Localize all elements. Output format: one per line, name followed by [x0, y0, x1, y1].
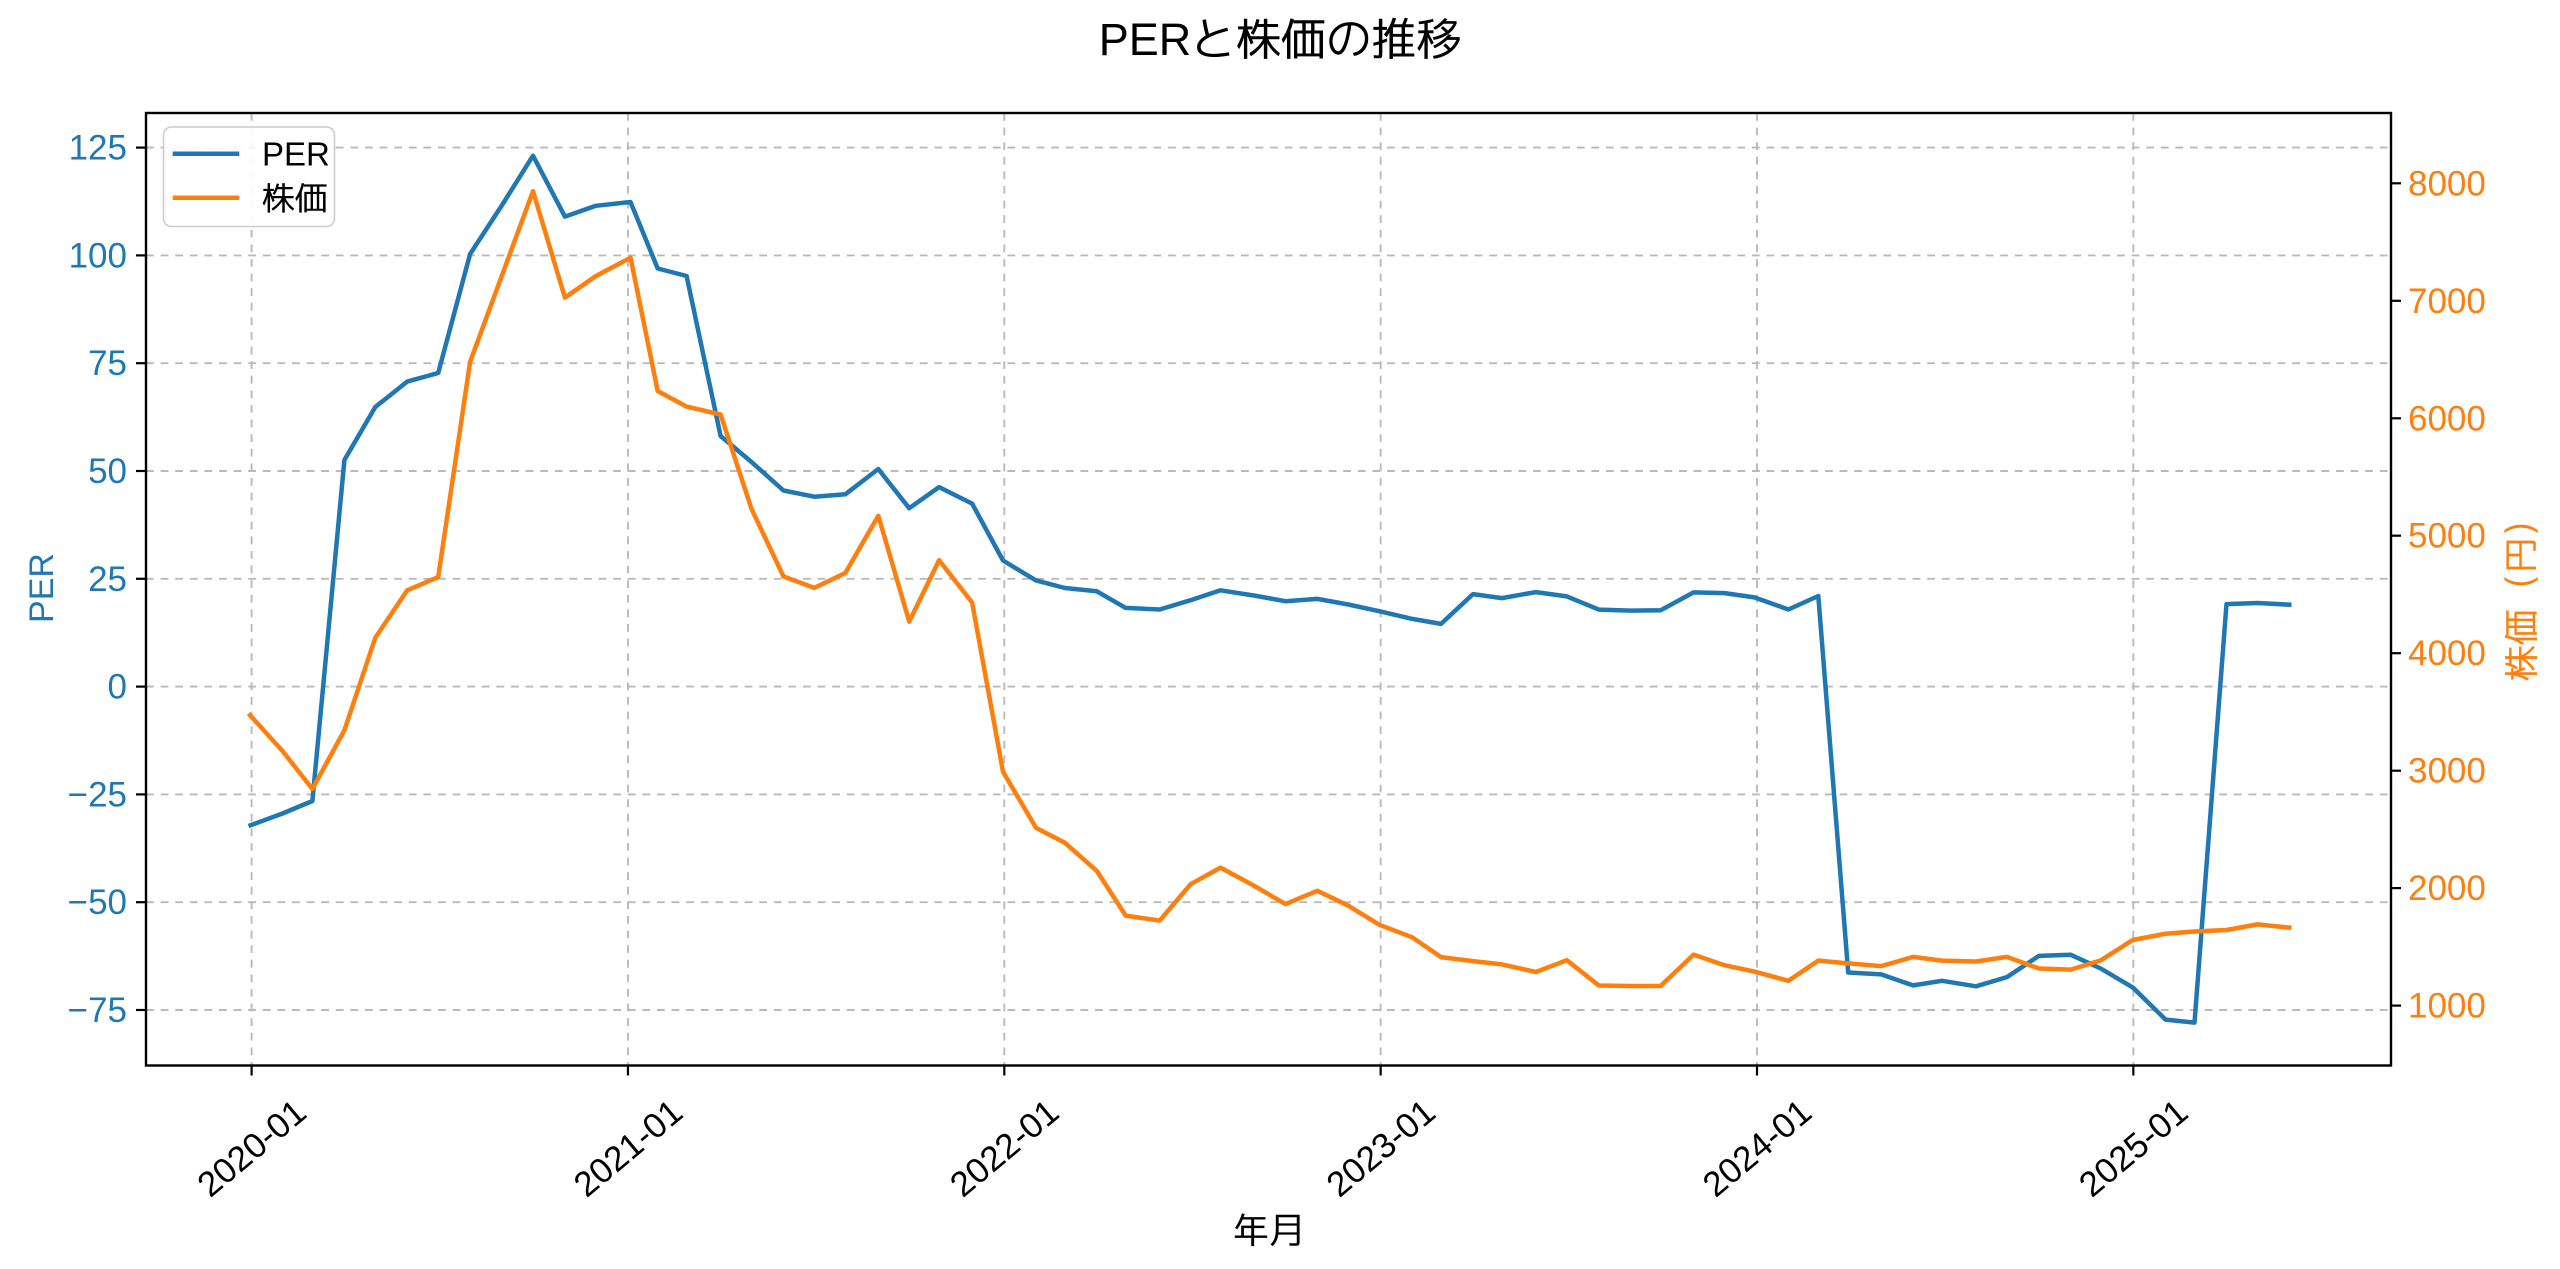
svg-text:100: 100: [69, 236, 127, 275]
svg-text:50: 50: [88, 452, 127, 491]
svg-text:6000: 6000: [2408, 399, 2486, 438]
svg-text:75: 75: [88, 344, 127, 383]
svg-text:PER: PER: [1099, 14, 1192, 65]
svg-text:125: 125: [69, 129, 127, 168]
svg-text:7000: 7000: [2408, 282, 2486, 321]
svg-text:PER: PER: [262, 135, 330, 172]
svg-text:PER: PER: [23, 553, 61, 623]
svg-text:−25: −25: [68, 775, 127, 814]
svg-text:5000: 5000: [2408, 517, 2486, 556]
svg-text:25: 25: [88, 560, 127, 599]
svg-text:0: 0: [108, 668, 127, 707]
svg-text:1000: 1000: [2408, 987, 2486, 1026]
svg-text:−75: −75: [68, 991, 127, 1030]
svg-text:4000: 4000: [2408, 634, 2486, 673]
svg-text:3000: 3000: [2408, 752, 2486, 791]
svg-text:8000: 8000: [2408, 164, 2486, 203]
svg-text:2000: 2000: [2408, 869, 2486, 908]
svg-text:−50: −50: [68, 883, 127, 922]
